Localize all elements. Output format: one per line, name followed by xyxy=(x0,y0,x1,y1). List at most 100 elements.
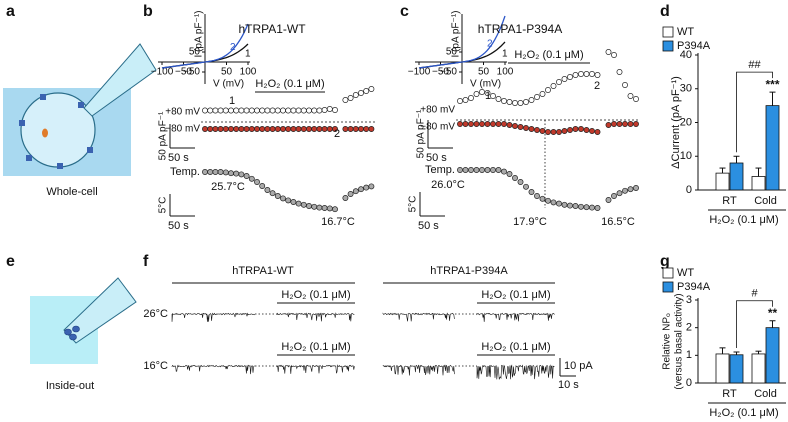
temp-point xyxy=(517,179,524,185)
current-point xyxy=(207,126,214,132)
current-point xyxy=(578,71,584,77)
current-point xyxy=(534,127,540,133)
iv-x-tick-label: 100 xyxy=(497,67,514,78)
significance: ** xyxy=(768,306,778,320)
current-point xyxy=(523,125,529,131)
h2o2-label: H₂O₂ (0.1 μM) xyxy=(514,49,583,61)
y-tick-label: 1 xyxy=(686,349,692,361)
temp-point xyxy=(285,197,292,204)
current-point xyxy=(556,79,562,85)
temp-point xyxy=(545,197,551,204)
current-point xyxy=(243,107,250,114)
current-point xyxy=(545,87,551,93)
temp-point xyxy=(627,186,634,193)
caption: Whole-cell xyxy=(46,186,97,198)
current-point xyxy=(202,126,208,132)
temp-point xyxy=(605,197,612,203)
y-label: ΔCurrent (pA pF⁻¹) xyxy=(670,76,682,169)
temp-point xyxy=(506,171,513,177)
trace-title: hTRPA1-P394A xyxy=(430,265,508,277)
current-point xyxy=(550,83,557,89)
current-point xyxy=(545,129,551,135)
current-point xyxy=(368,126,375,132)
current-point xyxy=(332,126,338,132)
current-point xyxy=(233,107,240,114)
panel-letter: g xyxy=(660,253,670,270)
temp-point xyxy=(295,200,302,207)
current-point xyxy=(633,96,639,102)
temp-point xyxy=(633,185,639,191)
current-point xyxy=(316,107,323,114)
marker-label: 2 xyxy=(334,128,340,140)
current-point xyxy=(295,107,302,114)
current-point xyxy=(528,126,535,132)
temp-point xyxy=(233,170,240,177)
temp-point xyxy=(556,200,562,207)
temp-point xyxy=(332,206,338,213)
current-point xyxy=(484,121,491,127)
iv-curve xyxy=(418,15,506,69)
scale-label: 50 s xyxy=(168,152,189,164)
panel-letter: d xyxy=(660,3,670,20)
iv-curve-label: 1 xyxy=(245,49,251,60)
current-point xyxy=(222,107,229,114)
current-point xyxy=(342,126,349,132)
temp-point xyxy=(523,183,529,190)
current-point xyxy=(300,126,307,132)
temp-point xyxy=(528,189,535,195)
y-label: (versus basal activity) xyxy=(674,293,685,389)
channel-trace xyxy=(382,364,455,376)
temp-point xyxy=(473,167,480,173)
temp-point xyxy=(572,203,579,209)
temp-point xyxy=(280,195,286,202)
temp-point xyxy=(583,204,590,211)
group-label: H₂O₂ (0.1 μM) xyxy=(709,214,778,226)
current-point xyxy=(311,126,318,132)
bar xyxy=(765,105,780,191)
temp-point xyxy=(501,168,507,175)
legend-label: WT xyxy=(677,26,694,38)
y-tick-label: 0 xyxy=(686,377,692,389)
current-point xyxy=(479,89,485,95)
iv-x-tick-label: 100 xyxy=(240,67,257,78)
current-point xyxy=(290,126,297,132)
panel-letter: e xyxy=(6,253,15,270)
current-point xyxy=(347,126,354,132)
bar xyxy=(765,327,780,384)
temp-annotation: 17.9°C xyxy=(513,216,547,228)
temp-point xyxy=(300,201,307,208)
current-point xyxy=(484,90,491,96)
temp-point xyxy=(368,183,375,190)
current-point xyxy=(561,76,568,82)
current-point xyxy=(326,106,333,112)
current-point xyxy=(567,74,573,80)
current-point xyxy=(254,107,260,114)
current-point xyxy=(550,129,557,135)
current-point xyxy=(259,126,266,132)
current-point xyxy=(332,107,338,113)
legend-swatch xyxy=(662,26,674,38)
bar xyxy=(751,353,766,384)
current-point xyxy=(352,92,359,98)
current-point xyxy=(473,121,480,127)
channel-trace xyxy=(476,364,555,380)
iv-x-tick-label: −100 xyxy=(408,67,431,78)
iv-x-tick-label: 50 xyxy=(478,67,490,78)
temp-point xyxy=(352,188,359,195)
current-point xyxy=(622,82,628,88)
iv-y-tick-label: −50 xyxy=(440,67,457,78)
current-point xyxy=(248,107,255,114)
current-point xyxy=(512,123,518,129)
temp-point xyxy=(539,195,546,202)
current-point xyxy=(347,95,354,101)
current-point xyxy=(274,126,281,132)
current-point xyxy=(243,126,250,132)
current-point xyxy=(207,107,214,114)
y-tick-label: 0 xyxy=(686,184,692,196)
iv-y-label: I (pA pF⁻¹) xyxy=(194,11,205,58)
current-point xyxy=(248,126,255,132)
y-tick-label: 3 xyxy=(686,294,692,306)
temp-point xyxy=(311,203,318,210)
scale-label: 50 s xyxy=(168,220,189,232)
